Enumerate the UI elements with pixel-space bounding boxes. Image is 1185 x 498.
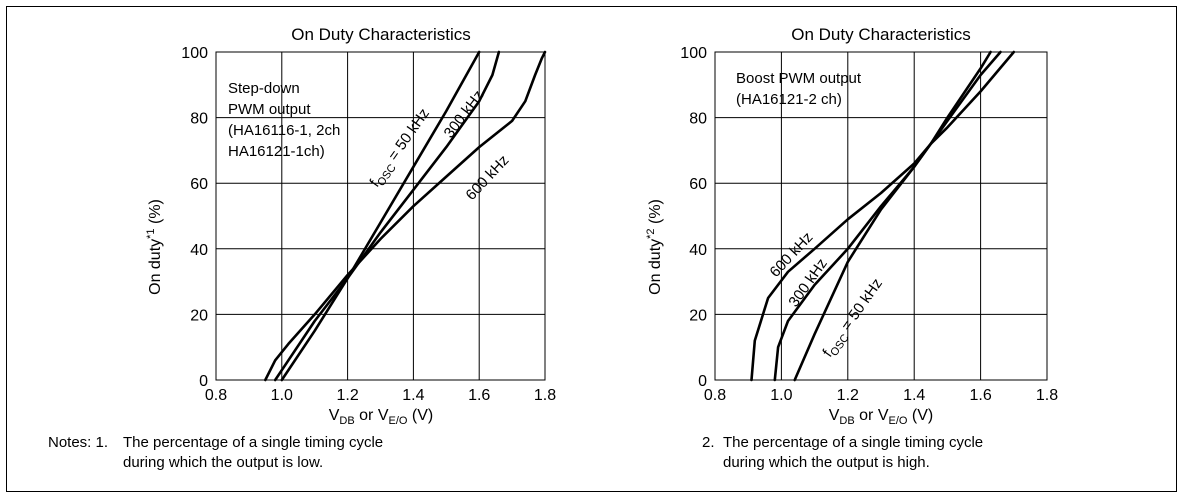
- chart-2-series-50khz-label: fOSC = 50 kHz: [819, 275, 888, 362]
- note-2-prefix: 2.: [702, 434, 715, 451]
- chart-1-ytick-label: 20: [190, 307, 208, 324]
- chart-2-plot: 0.8 1.0 1.2 1.4 1.6 1.8 0 20 40 60 80 100: [680, 45, 1058, 404]
- chart-2-ytick-label: 20: [689, 307, 707, 324]
- chart-1-title: On Duty Characteristics: [291, 25, 471, 44]
- chart-1-plot-frame: [215, 51, 546, 381]
- chart-1-annotation: Step-down PWM output (HA16116-1, 2ch HA1…: [228, 80, 340, 160]
- chart-2-series-600khz-line: [750, 50, 1016, 382]
- chart-2-title: On Duty Characteristics: [791, 25, 971, 44]
- chart-2-ytick-label: 100: [680, 45, 707, 62]
- chart-2-xtick-label: 0.8: [704, 387, 726, 404]
- chart-2-ytick-label: 60: [689, 176, 707, 193]
- chart-2-xtick-label: 1.4: [903, 387, 925, 404]
- chart-1-ytick-label: 0: [199, 373, 208, 390]
- chart-1-ytick-label: 80: [190, 111, 208, 128]
- chart-1-ytick-label: 40: [190, 242, 208, 259]
- chart-2-annotation: Boost PWM output (HA16121-2 ch): [736, 70, 862, 108]
- chart-2-xtick-label: 1.0: [770, 387, 792, 404]
- note-2-line-1: The percentage of a single timing cycle: [723, 434, 983, 451]
- chart-1-xtick-label: 0.8: [205, 387, 227, 404]
- chart-2-plot-frame: [714, 51, 1048, 381]
- chart-1-ylabel: On duty*1 (%): [145, 199, 164, 295]
- chart-1-xlabel: VDB or VE/O (V): [329, 407, 433, 427]
- chart-1-xtick-label: 1.0: [271, 387, 293, 404]
- chart-2-annotation-line-1: Boost PWM output: [736, 70, 862, 87]
- note-1-prefix: Notes: 1.: [48, 434, 108, 451]
- note-2-line-2: during which the output is high.: [723, 454, 930, 471]
- chart-2-ytick-label: 80: [689, 111, 707, 128]
- figure-frame: [6, 6, 1177, 492]
- chart-2-ylabel: On duty*2 (%): [645, 199, 664, 295]
- chart-1-xtick-label: 1.6: [468, 387, 490, 404]
- chart-2-ytick-label: 40: [689, 242, 707, 259]
- chart-1-series-600khz-label: 600 kHz: [462, 152, 512, 204]
- chart-2-xtick-label: 1.8: [1036, 387, 1058, 404]
- chart-1-series-300khz-label: 300 kHz: [441, 87, 488, 141]
- chart-1-annotation-line-1: Step-down: [228, 80, 300, 97]
- chart-1-series-300khz-line: [273, 50, 501, 382]
- chart-1-series-50khz-line: [280, 50, 481, 382]
- chart-1-xtick-label: 1.2: [336, 387, 358, 404]
- chart-1-series-600khz-line: [263, 50, 547, 382]
- chart-1-annotation-line-2: PWM output: [228, 101, 311, 118]
- chart-1-ytick-label: 100: [181, 45, 208, 62]
- note-1-line-1: The percentage of a single timing cycle: [123, 434, 383, 451]
- chart-1-xtick-label: 1.8: [534, 387, 556, 404]
- chart-1-plot: 0.8 1.0 1.2 1.4 1.6 1.8 0 20 40 60 80 100: [181, 45, 556, 404]
- chart-2-xtick-label: 1.6: [969, 387, 991, 404]
- note-1-line-2: during which the output is low.: [123, 454, 323, 471]
- chart-1-annotation-line-4: HA16121-1ch): [228, 143, 325, 160]
- chart-2-series-300khz-line: [773, 50, 1002, 382]
- chart-1-annotation-line-3: (HA16116-1, 2ch: [228, 122, 340, 139]
- chart-2-xtick-label: 1.2: [837, 387, 859, 404]
- chart-2-ytick-label: 0: [698, 373, 707, 390]
- chart-2-annotation-line-2: (HA16121-2 ch): [736, 91, 842, 108]
- chart-2-xlabel: VDB or VE/O (V): [829, 407, 933, 427]
- chart-1-ytick-label: 60: [190, 176, 208, 193]
- chart-1-xtick-label: 1.4: [402, 387, 424, 404]
